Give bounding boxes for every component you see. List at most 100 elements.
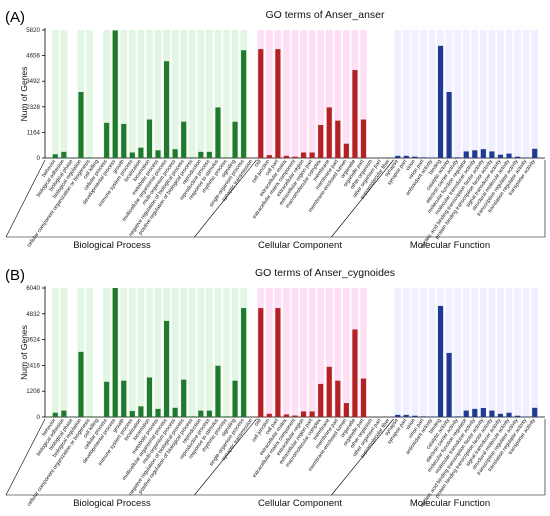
bar-highlight (103, 288, 111, 417)
bar-highlight (394, 30, 402, 158)
bar-highlight (180, 288, 188, 417)
bar (472, 150, 478, 158)
bar (412, 156, 418, 158)
bar (343, 403, 349, 417)
bar (223, 157, 230, 158)
bar-highlight (188, 30, 196, 158)
bar (112, 288, 118, 417)
bar (446, 352, 452, 417)
bar-highlight (462, 30, 470, 158)
bar-highlight (419, 30, 427, 158)
bar (129, 411, 135, 417)
bar-highlight (205, 288, 213, 417)
bar-highlight (514, 30, 522, 158)
bar (61, 410, 67, 417)
chart-title: GO terms of Anser_anser (265, 9, 385, 21)
bar-highlight (51, 288, 59, 417)
bar (326, 366, 332, 417)
bar (335, 380, 341, 417)
bar (275, 49, 281, 159)
bar (104, 381, 110, 417)
bar (206, 151, 212, 158)
bar-highlight (291, 288, 299, 417)
group-separator (331, 159, 394, 238)
bar-highlight (394, 288, 402, 417)
bar (506, 153, 512, 158)
bar-highlight (308, 288, 316, 417)
bar (121, 123, 127, 158)
bar (181, 379, 187, 417)
bar (497, 413, 504, 417)
chart-panel-a: (A) GO terms of Anser_anser 0 1164 2328 3492 4… (5, 9, 546, 251)
y-tick-label: 6040 (26, 285, 40, 292)
bar (121, 380, 127, 417)
bar-highlight (419, 288, 427, 417)
bar (52, 412, 58, 417)
bar-highlight (86, 30, 93, 158)
bar-highlight (223, 288, 230, 417)
bar (129, 152, 135, 158)
bar-highlight (171, 288, 179, 417)
bar-highlight (51, 30, 59, 158)
bar-highlight (360, 288, 367, 417)
bar (275, 308, 281, 417)
bar-highlight (342, 30, 350, 158)
bar (146, 119, 153, 158)
bar-highlight (60, 288, 68, 417)
category-label: cell (253, 418, 262, 428)
bar-highlight (488, 30, 496, 158)
bar (172, 407, 178, 417)
bar-highlight (342, 288, 350, 417)
bar-highlight (137, 30, 145, 158)
bar (155, 150, 161, 158)
bar (326, 107, 332, 158)
bar-highlight (265, 288, 273, 417)
bar-highlight (522, 30, 530, 158)
bar (138, 147, 144, 158)
bar (241, 50, 247, 159)
bar-highlight (471, 288, 479, 417)
bar-highlight (120, 288, 128, 417)
category-label: cell (253, 159, 262, 169)
bar-highlight (531, 30, 539, 158)
y-axis-label: Num of Genes (19, 325, 29, 380)
bar (412, 415, 418, 417)
bar (360, 378, 367, 417)
bar-highlight (497, 30, 504, 158)
bar (403, 414, 409, 417)
y-tick-label: 2328 (26, 104, 40, 111)
bar (232, 121, 238, 158)
bar (215, 365, 221, 417)
group-frame-left (5, 418, 46, 496)
bar (395, 414, 401, 417)
bar (420, 416, 426, 417)
bar (455, 416, 461, 417)
y-tick-label: 4656 (26, 53, 40, 60)
bar (455, 157, 461, 158)
bar-highlight (514, 288, 522, 417)
y-axis-label: Num of Genes (19, 67, 29, 122)
bar-highlight (325, 288, 333, 417)
y-tick-label: 0 (37, 155, 41, 162)
group-frame-left (5, 159, 46, 238)
bar-highlight (300, 30, 307, 158)
bar (480, 149, 486, 158)
panel-label: (B) (5, 267, 25, 284)
bar (463, 151, 469, 158)
bar (472, 408, 478, 417)
bar-highlight (265, 30, 273, 158)
y-tick-label: 1208 (26, 388, 40, 395)
bar (172, 149, 178, 158)
bar (155, 408, 161, 417)
bar (86, 157, 93, 158)
bar (104, 122, 110, 158)
bar (318, 125, 324, 158)
bar-highlight (479, 30, 487, 158)
bar-highlight (231, 30, 239, 158)
bar-highlight (445, 288, 453, 417)
bar-highlight (197, 288, 205, 417)
bar-highlight (60, 30, 68, 158)
bar (437, 305, 444, 417)
bar-highlight (214, 288, 222, 417)
bar (258, 49, 264, 159)
